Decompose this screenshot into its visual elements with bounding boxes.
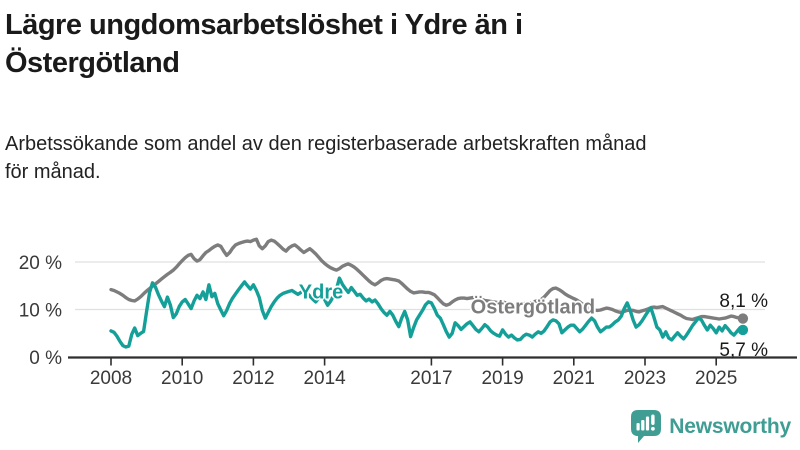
- x-axis-label: 2019: [481, 368, 523, 389]
- bar-chart-speech-bubble-icon: [631, 410, 662, 443]
- series-end-dot-ydre: [737, 324, 749, 336]
- chart-title-line-1: Lägre ungdomsarbetslöshet i Ydre än i: [5, 9, 523, 41]
- chart-subtitle-line-2: för månad.: [5, 161, 101, 183]
- x-axis-label: 2010: [161, 368, 203, 389]
- x-axis-label: 2014: [303, 368, 346, 389]
- end-value-label-ostergotland: 8,1 %: [719, 291, 768, 312]
- y-axis-label: 0 %: [29, 348, 62, 369]
- x-axis-label: 2008: [90, 368, 132, 389]
- y-axis-label: 10 %: [19, 301, 62, 322]
- end-value-label-ydre: 5,7 %: [719, 340, 768, 361]
- newsworthy-logo[interactable]: Newsworthy: [631, 409, 791, 445]
- y-axis-label: 20 %: [19, 253, 62, 274]
- series-line-ostergotland: [109, 237, 745, 322]
- chart-title: Lägre ungdomsarbetslöshet i Ydre än i Ös…: [5, 6, 785, 82]
- series-label-ostergotland: Östergötland: [470, 296, 596, 319]
- newsworthy-wordmark: Newsworthy: [669, 415, 791, 438]
- chart-title-line-2: Östergötland: [5, 47, 180, 79]
- series-label-ydre: Ydre: [298, 281, 344, 304]
- x-axis-label: 2021: [553, 368, 595, 389]
- x-axis-label: 2017: [410, 368, 452, 389]
- x-axis-label: 2025: [695, 368, 737, 389]
- x-axis-label: 2012: [232, 368, 274, 389]
- series-line-ydre: [109, 276, 745, 349]
- series-end-dot-ostergotland: [737, 313, 749, 324]
- chart-subtitle-line-1: Arbetssökande som andel av den registerb…: [5, 133, 647, 155]
- x-axis-label: 2023: [624, 368, 666, 389]
- chart-subtitle: Arbetssökande som andel av den registerb…: [5, 130, 785, 186]
